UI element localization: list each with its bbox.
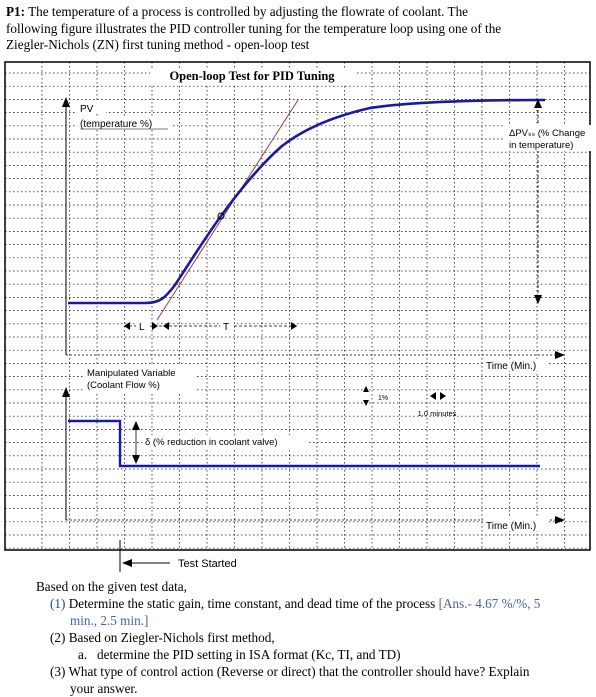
time-axis-bottom-arrow (555, 516, 565, 524)
intro-text-3: Ziegler-Nichols (ZN) first tuning method… (6, 37, 310, 52)
tangent-line (156, 99, 299, 321)
time-axis-top-arrow (555, 351, 565, 359)
t-arrow-right (291, 322, 297, 330)
pv-label: PV (80, 104, 94, 115)
figure-title: Open-loop Test for PID Tuning (169, 69, 335, 83)
question-2a: a. determine the PID setting in ISA form… (78, 646, 590, 663)
problem-number: P1: (6, 4, 26, 19)
inflection-point (217, 212, 225, 220)
l-label-bg (136, 319, 150, 332)
questions-block: Based on the given test data, (1) Determ… (36, 578, 590, 697)
test-started-label: Test Started (178, 558, 237, 570)
delta-pv-label-2: in temperature) (509, 140, 573, 151)
delta-arrow-down (132, 455, 140, 464)
scale-time-arrow-right (440, 392, 446, 400)
questions-lead: Based on the given test data, (36, 579, 187, 594)
intro-text-2: following figure illustrates the PID con… (6, 20, 502, 36)
scale-time-arrow-left (430, 392, 436, 400)
question-2: (2) Based on Ziegler-Nichols first metho… (50, 629, 590, 646)
test-started-arrow-head (122, 559, 132, 567)
pv-label-bg (76, 102, 106, 114)
q1-answer-2: min., 2.5 min.] (70, 613, 149, 628)
mv-sublabel: (Coolant Flow %) (87, 380, 160, 391)
delta-pv-arrow-down (534, 295, 542, 304)
mv-axis-arrow (62, 387, 70, 397)
title-backdrop (150, 68, 355, 84)
q2a-number: a. (78, 647, 88, 662)
time-label-bottom: Time (Min.) (486, 521, 536, 532)
q1-answer: [Ans.- 4.67 %/%, 5 (438, 596, 541, 611)
q2-number: (2) (50, 630, 66, 645)
pv-response-curve (68, 98, 546, 305)
horizontal-gridlines (5, 72, 590, 549)
delta-label-bg (142, 435, 308, 448)
l-label: L (139, 322, 145, 333)
q2a-text: determine the PID setting in ISA format … (97, 647, 401, 662)
mv-step-line (68, 419, 540, 468)
l-arrow-right (152, 322, 158, 330)
problem-intro: P1: The temperature of a process is cont… (6, 4, 592, 54)
q3-text-2: your answer. (70, 681, 138, 696)
q3-text: What type of control action (Reverse or … (68, 664, 530, 679)
pv-sublabel-bg (76, 117, 172, 130)
delta-arrow-up (132, 421, 140, 430)
intro-line-1: P1: The temperature of a process is cont… (6, 4, 592, 21)
scale-time: 1.0 minutes (418, 409, 457, 418)
q1-text: Determine the static gain, time constant… (68, 596, 436, 611)
vertical-gridlines (41, 62, 565, 550)
intro-text-1: The temperature of a process is controll… (28, 4, 469, 19)
figure-frame (4, 61, 591, 551)
delta-pv-arrow-up (534, 99, 542, 108)
time-label-top: Time (Min.) (486, 361, 536, 372)
scale-pct: 1% (378, 395, 388, 402)
time-label-bottom-bg (483, 518, 549, 531)
delta-pv-label-bg (503, 125, 593, 151)
q2-text: Based on Ziegler-Nichols first method, (68, 630, 275, 645)
pv-axis-arrow (62, 97, 70, 107)
question-3: (3) What type of control action (Reverse… (50, 663, 590, 680)
t-label-bg (220, 319, 234, 332)
l-arrow-left (124, 322, 130, 330)
mv-label-bg (84, 366, 196, 392)
t-arrow-left (163, 322, 169, 330)
delta-pv-label: ΔPVₛₛ (% Change (509, 128, 585, 139)
t-label: T (223, 322, 229, 333)
q1-number: (1) (50, 596, 66, 611)
mv-label: Manipulated Variable (87, 368, 176, 379)
scale-pct-arrow-up (363, 386, 369, 392)
q3-number: (3) (50, 664, 66, 679)
delta-label: δ (% reduction in coolant valve) (145, 437, 278, 448)
pv-sublabel: (temperature %) (80, 119, 152, 130)
scale-pct-arrow-down (363, 400, 369, 406)
time-label-top-bg (483, 359, 549, 371)
question-1: (1) Determine the static gain, time cons… (50, 595, 590, 612)
